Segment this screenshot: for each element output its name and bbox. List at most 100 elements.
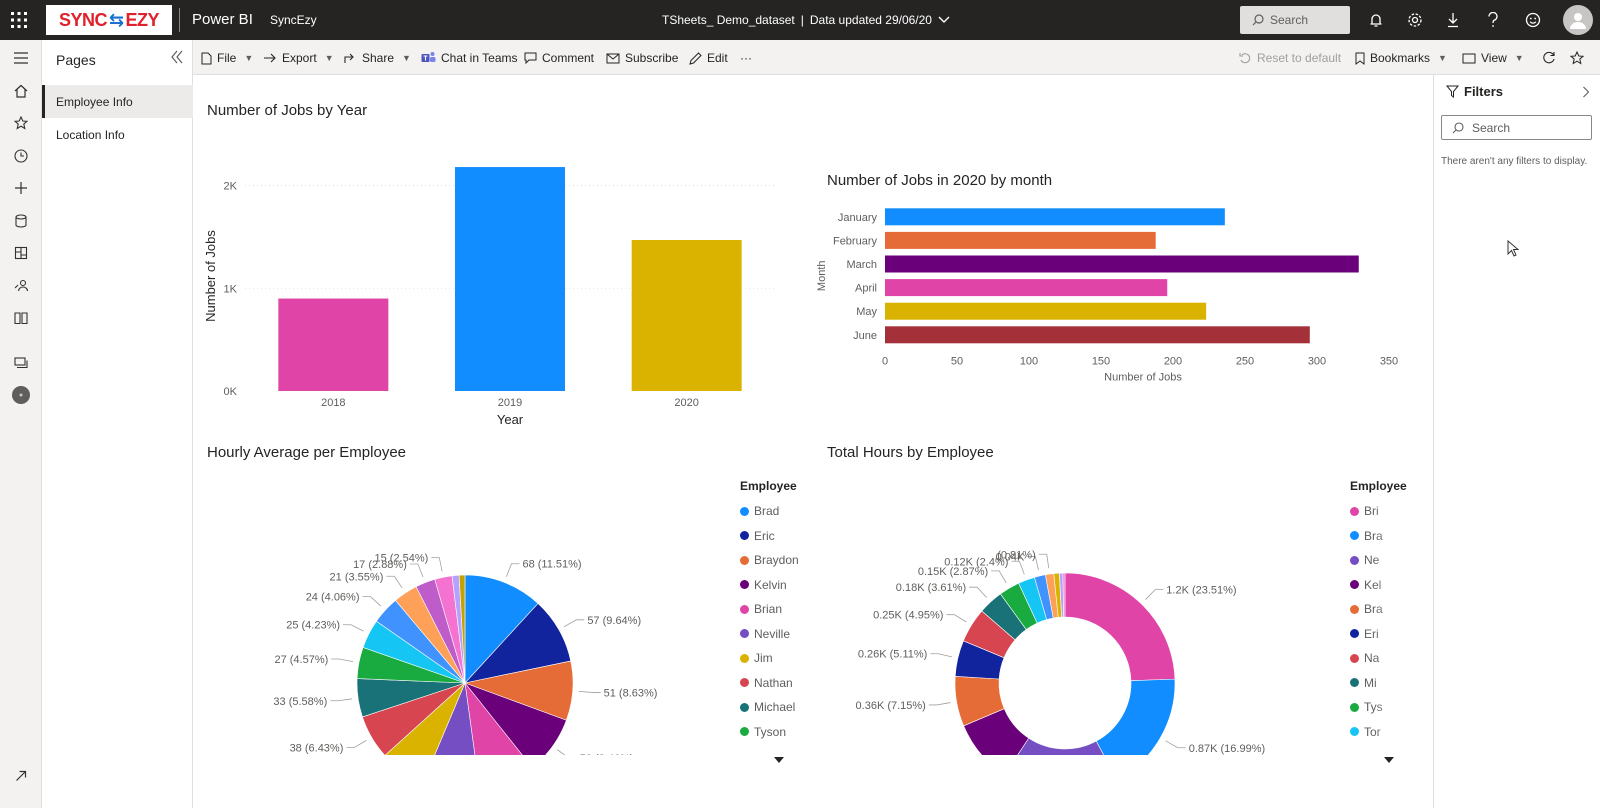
favorite-button[interactable] [1570,49,1584,67]
legend-more-arrow[interactable] [774,757,784,763]
data-label: 57 (9.64%) [587,615,641,627]
dataset-separator: | [800,13,804,27]
workspaces-icon[interactable] [11,353,31,373]
pages-pane: Pages Employee Info Location Info [42,40,193,808]
chat-in-teams-button[interactable]: Chat in Teams [421,49,517,67]
filter-funnel-icon [1446,85,1459,98]
file-menu-button[interactable]: File ▼ [201,49,253,67]
x-tick-label: 50 [951,356,963,368]
data-label: 33 (5.58%) [273,696,327,708]
reset-to-default-button[interactable]: Reset to default [1239,49,1341,67]
data-label: 0.12K (2.4%) [944,556,1008,568]
jobs-by-month-chart[interactable]: January February March April May June 0 50 100 15… [813,185,1433,405]
legend-item[interactable]: Braydon [740,548,799,573]
workspace-avatar-icon[interactable] [11,385,31,405]
home-icon[interactable] [11,81,31,101]
app-name[interactable]: Power BI [192,11,253,28]
label-leader [563,619,585,628]
edit-button[interactable]: Edit [689,49,728,67]
view-menu-button[interactable]: View ▼ [1462,49,1524,67]
share-menu-button[interactable]: Share ▼ [344,49,411,67]
subscribe-button[interactable]: Subscribe [606,49,678,67]
dataset-info[interactable]: TSheets_ Demo_dataset | Data updated 29/… [662,13,950,27]
workspace-name[interactable]: SyncEzy [270,13,317,27]
data-label: 0.25K (4.95%) [873,610,943,622]
comment-button[interactable]: Comment [524,49,594,67]
page-tab-location-info[interactable]: Location Info [56,127,125,142]
create-plus-icon[interactable] [11,178,31,198]
legend-item[interactable]: Brian [740,597,799,622]
chevron-right-icon[interactable] [1582,86,1590,98]
pencil-icon [689,51,702,65]
filters-search-input[interactable]: Search [1441,115,1592,140]
total-hours-donut-chart[interactable]: 1.2K (23.51%)0.87K (16.99%)0.84K (16.4%)… [813,455,1333,755]
bar-2020 [631,239,742,391]
label-leader [1145,589,1164,600]
legend-dot [1350,727,1359,737]
page-tab-employee-info[interactable]: Employee Info [42,85,193,118]
notifications-icon[interactable] [1366,10,1386,30]
legend-item[interactable]: Nathan [740,671,799,696]
jobs-by-year-chart[interactable]: 0K 1K 2K 2018 2019 2020 Year Number of Jobs [193,75,793,435]
x-tick-label: 2018 [321,397,345,409]
more-options-button[interactable]: ··· [740,51,752,65]
legend-dot [1350,678,1359,688]
legend-item[interactable]: Neville [740,622,799,647]
legend-item[interactable]: Kelvin [740,573,799,598]
data-label: (0.81%) [997,549,1036,561]
star-icon [1570,51,1584,65]
pie-slice [1062,572,1066,618]
x-tick-label: 0 [882,356,888,368]
filters-title: Filters [1464,84,1504,99]
legend-item[interactable]: Tyson [740,720,799,745]
syncezy-logo[interactable]: SYNC ⇆ EZY [46,5,172,35]
legend-label: Michael [754,700,796,715]
filters-pane: Filters Search There aren't any filters … [1433,75,1600,808]
report-toolbar: File ▼ Export ▼ Share ▼ Chat in Teams Comme… [193,40,1600,75]
pie-slice [464,682,567,755]
legend-item[interactable]: Eric [740,524,799,549]
top-search-box[interactable]: Search [1240,6,1350,34]
label-leader [431,557,443,572]
legend-item[interactable]: Brad [740,499,799,524]
datasets-cylinder-icon[interactable] [11,211,31,231]
legend-label: Braydon [754,553,799,568]
pie-slice [1017,737,1104,755]
bookmark-icon [1355,52,1365,65]
legend-item[interactable]: Jim [740,646,799,671]
settings-icon[interactable] [1405,10,1425,30]
x-tick-label: 100 [1020,356,1038,368]
apps-icon[interactable] [11,243,31,263]
legend-dot [740,653,749,663]
download-icon[interactable] [1443,10,1463,30]
legend-label: Tyson [754,724,787,739]
legend-title: Employee [740,479,797,493]
legend-more-arrow[interactable] [1384,757,1394,763]
chevron-down-icon: ▼ [1514,53,1524,63]
hourly-average-legend: Employee Brad Eric Braydon Kelvin Brian Nevil… [740,479,799,744]
label-leader [991,570,1007,584]
bookmarks-menu-button[interactable]: Bookmarks ▼ [1355,49,1447,67]
legend-label: Brad [754,504,780,519]
learn-book-icon[interactable] [11,308,31,328]
favorites-star-icon[interactable] [11,113,31,133]
feedback-smiley-icon[interactable] [1523,10,1543,30]
user-avatar[interactable] [1563,5,1593,35]
help-icon[interactable] [1483,10,1503,30]
expand-arrow-icon[interactable] [11,766,31,786]
hourly-average-pie-chart[interactable]: 68 (11.51%) 57 (9.64%) 51 (8.63%) 50 (8.46%… [193,455,733,755]
x-tick-label: 200 [1164,356,1182,368]
recent-clock-icon[interactable] [11,146,31,166]
collapse-pages-icon[interactable] [168,48,186,66]
export-menu-button[interactable]: Export ▼ [263,49,334,67]
hamburger-menu-icon[interactable] [11,48,31,68]
top-search-placeholder: Search [1270,13,1309,27]
view-icon [1462,53,1476,63]
refresh-button[interactable] [1542,49,1556,67]
shared-with-me-icon[interactable] [11,276,31,296]
export-arrow-icon [264,53,276,63]
legend-item[interactable]: Michael [740,695,799,720]
app-launcher-icon[interactable] [10,11,28,29]
bar-2018 [278,298,389,391]
jobs-by-year-title: Number of Jobs by Year [207,102,368,119]
